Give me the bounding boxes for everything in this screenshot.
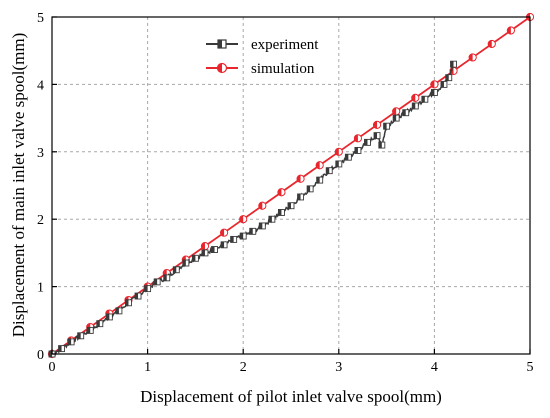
legend-marker-simulation (216, 62, 228, 74)
data-point-simulation (487, 39, 496, 49)
legend-label-simulation: simulation (251, 61, 315, 77)
data-point-experiment (325, 167, 333, 175)
data-point-experiment (450, 60, 457, 68)
data-point-simulation (372, 120, 382, 129)
y-tick-label: 3 (37, 146, 44, 161)
data-point-experiment (105, 313, 113, 321)
data-point-simulation (353, 134, 363, 143)
data-point-experiment (211, 246, 218, 253)
data-point-experiment (239, 232, 247, 240)
data-point-simulation (411, 93, 420, 102)
data-point-experiment (201, 249, 209, 257)
data-point-experiment (172, 266, 180, 274)
y-tick-label: 0 (37, 348, 44, 363)
data-point-experiment (440, 80, 448, 88)
x-tick-label: 4 (431, 360, 438, 375)
data-point-experiment (383, 122, 391, 130)
data-point-experiment (191, 254, 199, 262)
data-point-simulation (277, 188, 286, 197)
data-point-experiment (125, 299, 132, 307)
data-point-simulation (258, 201, 267, 210)
data-point-simulation (219, 228, 229, 237)
data-point-simulation (506, 26, 515, 35)
x-tick-label: 1 (144, 360, 151, 375)
data-point-experiment (402, 109, 410, 117)
data-point-experiment (316, 176, 324, 184)
data-point-experiment (430, 89, 438, 96)
data-point-experiment (287, 202, 295, 210)
data-point-experiment (306, 185, 314, 193)
y-tick-label: 2 (37, 213, 44, 228)
data-point-experiment (77, 332, 85, 340)
data-point-experiment (378, 141, 386, 149)
data-point-simulation (334, 147, 343, 156)
data-point-experiment (86, 326, 94, 334)
data-point-experiment (96, 320, 104, 328)
data-point-experiment (153, 278, 161, 286)
data-point-experiment (268, 215, 276, 223)
data-point-simulation (239, 215, 248, 224)
x-tick-label: 3 (335, 360, 342, 375)
x-tick-label: 5 (527, 360, 534, 375)
y-tick-label: 5 (37, 11, 44, 26)
x-axis-title: Displacement of pilot inlet valve spool(… (140, 387, 442, 406)
legend: experiment simulation (206, 37, 319, 77)
data-point-experiment (344, 153, 352, 161)
data-point-simulation (430, 80, 439, 89)
legend-marker-experiment (217, 39, 227, 49)
data-point-experiment (182, 259, 190, 267)
data-point-experiment (411, 102, 419, 110)
data-point-experiment (134, 292, 142, 300)
x-tick-label: 0 (49, 360, 56, 375)
data-point-experiment (249, 227, 257, 235)
x-tick-label: 2 (240, 360, 247, 375)
data-point-experiment (144, 285, 152, 293)
data-point-experiment (230, 235, 238, 243)
data-point-experiment (392, 114, 400, 122)
data-point-experiment (67, 338, 75, 346)
legend-label-experiment: experiment (251, 37, 319, 53)
data-point-experiment (258, 222, 266, 230)
data-point-simulation (296, 174, 305, 183)
data-point-experiment (277, 209, 285, 216)
y-axis-title: Displacement of main inlet valve spool(m… (9, 33, 28, 338)
grid (52, 17, 530, 354)
y-tick-label: 1 (37, 281, 44, 296)
data-point-experiment (335, 160, 343, 168)
data-point-experiment (421, 95, 429, 103)
data-point-experiment (354, 147, 362, 154)
y-tick-label: 4 (37, 78, 44, 93)
data-point-experiment (297, 193, 305, 201)
ticks: 0 1 2 3 4 5 0 1 2 3 4 5 (37, 11, 534, 375)
data-point-experiment (364, 138, 371, 146)
data-point-experiment (445, 74, 453, 82)
data-point-simulation (315, 161, 324, 170)
data-point-simulation (468, 53, 477, 62)
data-point-experiment (58, 345, 66, 353)
data-point-experiment (220, 241, 228, 249)
data-point-experiment (373, 132, 381, 140)
data-point-experiment (163, 274, 171, 282)
plot-frame (51, 16, 531, 355)
data-point-experiment (115, 307, 123, 315)
series-layer (47, 12, 535, 359)
data-point-simulation (200, 242, 210, 251)
data-point-simulation (392, 107, 401, 116)
